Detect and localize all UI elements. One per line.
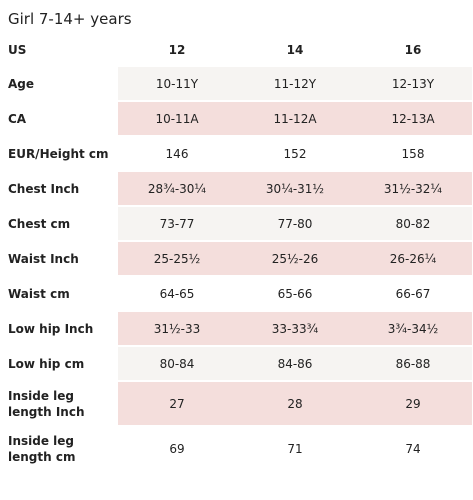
column-header: 12 bbox=[168, 43, 186, 57]
table-cell: 11-12A bbox=[273, 111, 317, 126]
table-cell: 74 bbox=[405, 441, 421, 456]
table-cell: 65-66 bbox=[277, 286, 313, 301]
row-values: 28¾-30¼ 30¼-31½ 31½-32¼ bbox=[118, 172, 472, 205]
table-row: Low hip Inch 31½-33 33-33¾ 3¾-34½ bbox=[0, 311, 473, 346]
table-cell: 84-86 bbox=[277, 356, 313, 371]
table-cell: 146 bbox=[165, 146, 189, 161]
table-cell: 158 bbox=[401, 146, 425, 161]
table-cell: 64-65 bbox=[159, 286, 195, 301]
table-cell: 10-11Y bbox=[155, 76, 199, 91]
table-cell: 11-12Y bbox=[273, 76, 317, 91]
table-cell: 25-25½ bbox=[153, 251, 201, 266]
table-cell: 25½-26 bbox=[271, 251, 319, 266]
row-label: Waist Inch bbox=[8, 251, 79, 266]
table-cell: 3¾-34½ bbox=[387, 321, 439, 336]
table-cell: 80-82 bbox=[395, 216, 431, 231]
table-cell: 31½-33 bbox=[153, 321, 201, 336]
row-label: Inside leg length Inch bbox=[8, 388, 85, 419]
header-label: US bbox=[8, 43, 27, 57]
row-values: 27 28 29 bbox=[118, 382, 472, 425]
row-label: Chest cm bbox=[8, 216, 71, 231]
table-cell: 66-67 bbox=[395, 286, 431, 301]
table-header-row: US 12 14 16 bbox=[0, 34, 473, 66]
table-cell: 12-13A bbox=[391, 111, 435, 126]
table-cell: 31½-32¼ bbox=[383, 181, 443, 196]
table-row: EUR/Height cm 146 152 158 bbox=[0, 136, 473, 171]
table-cell: 26-26¼ bbox=[389, 251, 437, 266]
column-header: 16 bbox=[404, 43, 422, 57]
table-cell: 27 bbox=[169, 396, 185, 411]
page-title: Girl 7-14+ years bbox=[8, 10, 132, 28]
row-label: Low hip cm bbox=[8, 356, 85, 371]
table-row: Inside leg length Inch 27 28 29 bbox=[0, 381, 473, 426]
table-cell: 30¼-31½ bbox=[265, 181, 325, 196]
table-cell: 73-77 bbox=[159, 216, 195, 231]
row-values: 64-65 65-66 66-67 bbox=[118, 277, 472, 310]
table-row: Chest cm 73-77 77-80 80-82 bbox=[0, 206, 473, 241]
row-values: 80-84 84-86 86-88 bbox=[118, 347, 472, 380]
table-cell: 29 bbox=[405, 396, 421, 411]
row-values: 31½-33 33-33¾ 3¾-34½ bbox=[118, 312, 472, 345]
table-cell: 86-88 bbox=[395, 356, 431, 371]
header-values: 12 14 16 bbox=[118, 34, 472, 66]
row-values: 25-25½ 25½-26 26-26¼ bbox=[118, 242, 472, 275]
row-label: CA bbox=[8, 111, 27, 126]
row-label: EUR/Height cm bbox=[8, 146, 109, 161]
row-label: Waist cm bbox=[8, 286, 70, 301]
table-cell: 28 bbox=[287, 396, 303, 411]
row-label: Chest Inch bbox=[8, 181, 80, 196]
table-cell: 12-13Y bbox=[391, 76, 435, 91]
table-row: Waist cm 64-65 65-66 66-67 bbox=[0, 276, 473, 311]
row-values: 146 152 158 bbox=[118, 137, 472, 170]
column-header: 14 bbox=[286, 43, 304, 57]
table-cell: 80-84 bbox=[159, 356, 195, 371]
table-cell: 33-33¾ bbox=[271, 321, 319, 336]
row-values: 10-11A 11-12A 12-13A bbox=[118, 102, 472, 135]
table-row: Inside leg length cm 69 71 74 bbox=[0, 426, 473, 471]
row-label: Low hip Inch bbox=[8, 321, 94, 336]
table-cell: 69 bbox=[169, 441, 185, 456]
table-row: Age 10-11Y 11-12Y 12-13Y bbox=[0, 66, 473, 101]
table-cell: 152 bbox=[283, 146, 307, 161]
table-row: Chest Inch 28¾-30¼ 30¼-31½ 31½-32¼ bbox=[0, 171, 473, 206]
row-values: 73-77 77-80 80-82 bbox=[118, 207, 472, 240]
row-label: Age bbox=[8, 76, 35, 91]
table-row: CA 10-11A 11-12A 12-13A bbox=[0, 101, 473, 136]
row-values: 10-11Y 11-12Y 12-13Y bbox=[118, 67, 472, 100]
size-table: US 12 14 16 Age 10-11Y 11-12Y 12-13Y CA … bbox=[0, 34, 473, 471]
table-cell: 10-11A bbox=[155, 111, 199, 126]
row-label: Inside leg length cm bbox=[8, 433, 76, 464]
table-row: Waist Inch 25-25½ 25½-26 26-26¼ bbox=[0, 241, 473, 276]
table-cell: 28¾-30¼ bbox=[147, 181, 207, 196]
row-values: 69 71 74 bbox=[118, 427, 472, 470]
table-row: Low hip cm 80-84 84-86 86-88 bbox=[0, 346, 473, 381]
table-cell: 71 bbox=[287, 441, 303, 456]
table-cell: 77-80 bbox=[277, 216, 313, 231]
